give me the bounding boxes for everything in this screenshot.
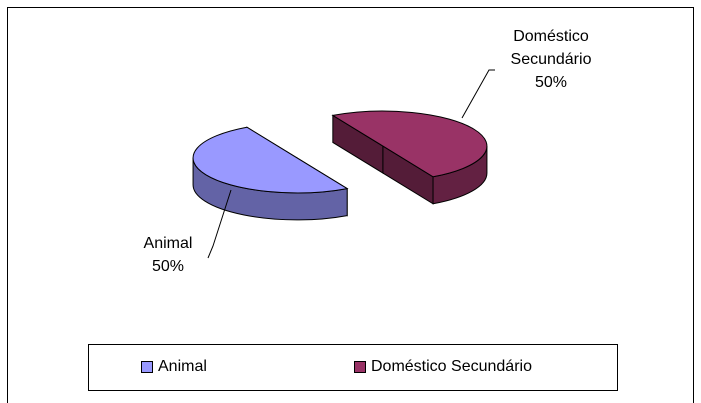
legend: Animal Doméstico Secundário	[88, 344, 618, 391]
legend-swatch-domestico	[354, 361, 366, 373]
data-label-animal: Animal 50%	[128, 232, 208, 278]
legend-item-animal: Animal	[141, 358, 207, 376]
data-label-domestico-name-2: Secundário	[510, 51, 592, 68]
chart-area	[7, 7, 694, 403]
data-label-domestico-pct: 50%	[534, 74, 568, 91]
leader-line-animal	[207, 189, 232, 259]
legend-label-domestico: Doméstico Secundário	[371, 358, 532, 375]
leader-line-domestico	[461, 69, 495, 119]
data-label-domestico: Doméstico Secundário 50%	[486, 25, 616, 94]
data-label-domestico-name-1: Doméstico	[513, 28, 589, 45]
data-label-animal-pct: 50%	[151, 258, 185, 275]
legend-item-domestico: Doméstico Secundário	[354, 358, 532, 376]
slice-top-domestico	[331, 110, 488, 178]
data-label-animal-name: Animal	[143, 235, 193, 252]
slice-top-animal	[192, 126, 349, 194]
legend-label-animal: Animal	[158, 358, 207, 375]
legend-swatch-animal	[141, 361, 153, 373]
